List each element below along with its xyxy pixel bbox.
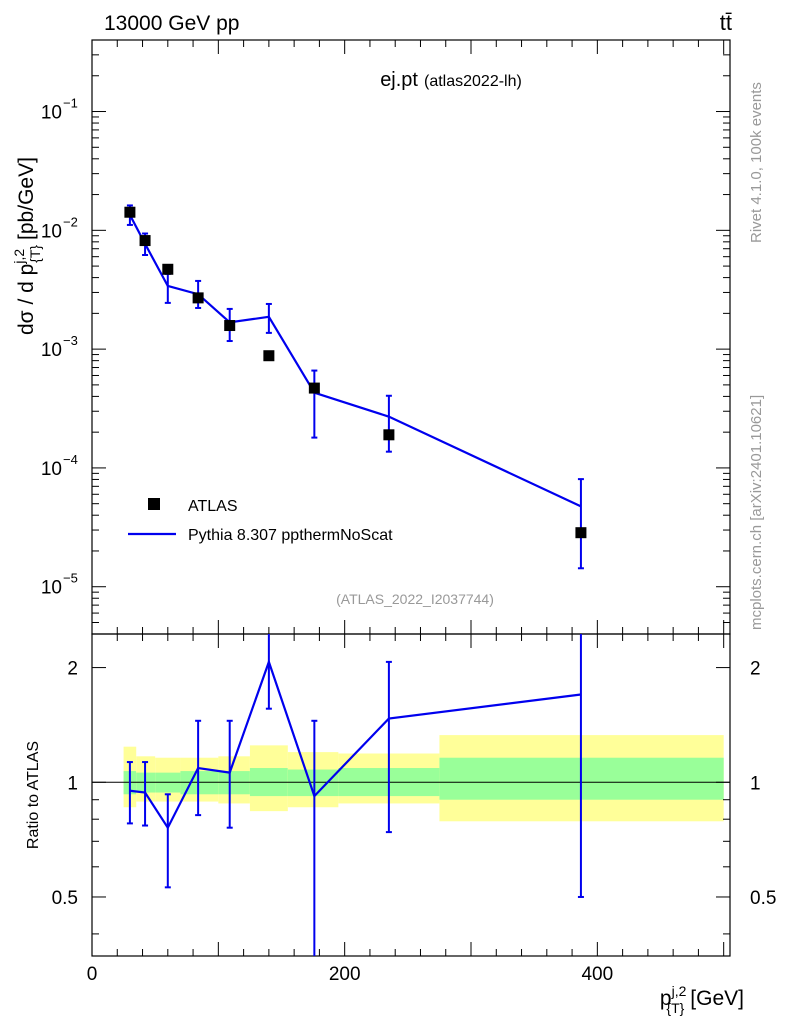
y-tick-label: 10 — [41, 221, 62, 242]
y-tick-exponent: −4 — [63, 452, 78, 467]
atlas-data-point — [383, 429, 395, 441]
y-tick-label: 10 — [41, 103, 62, 124]
analysis-id: (ATLAS_2022_I2037744) — [336, 591, 494, 607]
atlas-data-point — [192, 292, 204, 304]
y-tick-label: 10 — [41, 578, 62, 599]
main-frame — [91, 39, 731, 635]
y-tick-exponent: −5 — [63, 571, 78, 586]
ratio-bands — [92, 735, 730, 822]
atlas-data-point — [263, 350, 275, 362]
x-label-unit: [GeV] — [690, 987, 744, 1010]
ratio-frame — [91, 633, 731, 957]
x-tick-label: 400 — [581, 964, 613, 985]
atlas-data-point — [224, 320, 236, 332]
x-tick-label: 0 — [87, 964, 98, 985]
ratio-tick-label-right: 1 — [750, 773, 761, 794]
x-label-main: p — [660, 987, 672, 1010]
y-tick-exponent: −1 — [63, 96, 78, 111]
y-tick-exponent: −2 — [63, 214, 78, 229]
ratio-tick-label-left: 0.5 — [52, 888, 78, 909]
ratio-y-label: Ratio to ATLAS — [25, 741, 42, 849]
atlas-data-point — [575, 527, 587, 539]
legend-label-atlas: ATLAS — [188, 498, 238, 515]
x-tick-label: 200 — [329, 964, 361, 985]
ratio-tick-label-left: 1 — [67, 773, 78, 794]
atlas-data-point — [308, 382, 320, 394]
plot-subtitle: (atlas2022-lh) — [424, 73, 522, 90]
mcplots-label: mcplots.cern.ch [arXiv:2401.10621] — [748, 395, 765, 630]
svg-text:dσ / d pj,2{T}[pb/GeV]: dσ / d pj,2{T} [pb/GeV] — [11, 157, 43, 335]
legend-marker-atlas — [148, 498, 160, 510]
data-marks — [124, 204, 587, 956]
atlas-data-point — [139, 235, 151, 247]
rivet-label: Rivet 4.1.0, 100k events — [748, 82, 765, 243]
y-label-unit: [pb/GeV] — [15, 157, 38, 240]
y-tick-label: 10 — [41, 459, 62, 480]
x-label-sub: {T} — [666, 1000, 684, 1016]
atlas-data-point — [162, 263, 174, 275]
y-tick-label: 10 — [41, 340, 62, 361]
process-label: tt̄ — [720, 10, 732, 35]
ratio-tick-label-left: 2 — [67, 659, 78, 680]
y-label-sup: j,2 — [11, 249, 27, 265]
y-label-main: dσ / d p — [15, 264, 38, 335]
y-axis-label: dσ / d pj,2{T} [pb/GeV] — [11, 157, 43, 335]
energy-label: 13000 GeV pp — [104, 12, 239, 35]
atlas-data-point — [124, 206, 136, 218]
x-label-sup: j,2 — [671, 983, 687, 999]
ratio-tick-label-right: 0.5 — [750, 888, 776, 909]
ratio-tick-label-right: 2 — [750, 659, 761, 680]
y-label-sub: {T} — [27, 245, 43, 263]
plot-title: ej.pt — [380, 69, 418, 91]
mc-line — [128, 214, 582, 508]
x-axis-label: pj,2 {T} [GeV] — [660, 983, 744, 1016]
y-tick-exponent: −3 — [63, 333, 78, 348]
legend-label-mc: Pythia 8.307 ppthermNoScat — [188, 527, 393, 544]
